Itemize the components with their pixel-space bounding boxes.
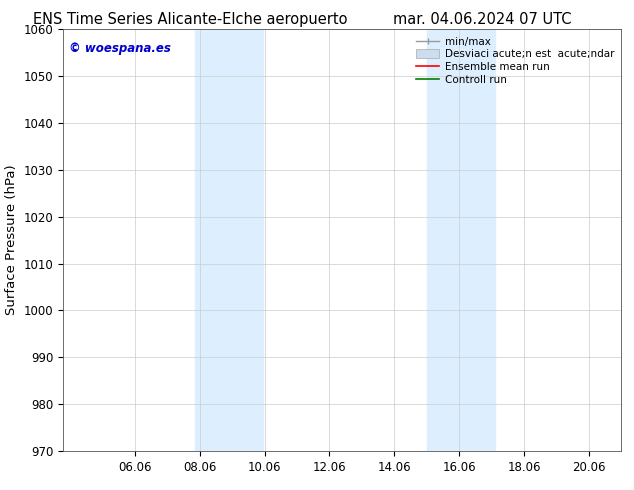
Text: mar. 04.06.2024 07 UTC: mar. 04.06.2024 07 UTC [392,12,571,27]
Bar [195,29,263,451]
Text: ENS Time Series Alicante-Elche aeropuerto: ENS Time Series Alicante-Elche aeropuert… [33,12,347,27]
Y-axis label: Surface Pressure (hPa): Surface Pressure (hPa) [5,165,18,316]
Text: © woespana.es: © woespana.es [69,42,171,55]
Bar [427,29,495,451]
Legend: min/max, Desviaci acute;n est  acute;ndar, Ensemble mean run, Controll run: min/max, Desviaci acute;n est acute;ndar… [415,35,616,87]
